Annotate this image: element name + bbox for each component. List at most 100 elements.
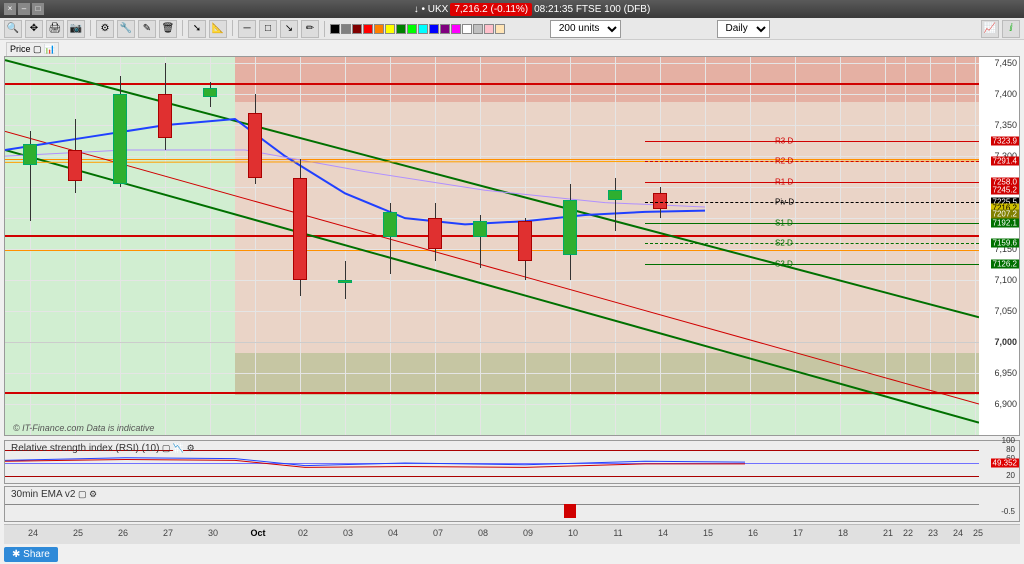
main-chart[interactable]: 6,9006,9507,0007,0507,1007,1507,2007,250… xyxy=(4,56,1020,436)
x-axis-tick: 07 xyxy=(433,528,443,538)
y-axis-tick: 6,900 xyxy=(994,399,1017,409)
units-dropdown[interactable]: 200 units xyxy=(550,20,621,38)
x-axis-tick: 08 xyxy=(478,528,488,538)
tool-button-6[interactable]: ✎ xyxy=(138,20,156,38)
time-label: 08:21:35 xyxy=(534,4,573,15)
color-swatch[interactable] xyxy=(341,24,351,34)
tool-button-1[interactable]: ✥ xyxy=(25,20,43,38)
candle xyxy=(518,221,532,261)
indicator-icon[interactable]: 📈 xyxy=(981,20,999,38)
x-axis-tick: 04 xyxy=(388,528,398,538)
tool-button-4[interactable]: ⚙ xyxy=(96,20,114,38)
attribution-text: © IT-Finance.com Data is indicative xyxy=(13,423,154,433)
y-axis-tick: 7,100 xyxy=(994,275,1017,285)
ema-label: 30min EMA v2 ▢ ⚙ xyxy=(11,489,97,500)
candle xyxy=(293,178,307,280)
tool-button-7[interactable]: 🗑 xyxy=(159,20,177,38)
x-axis-tick: 27 xyxy=(163,528,173,538)
tool-button-2[interactable]: 🖨 xyxy=(46,20,64,38)
x-axis: 2425262730Oct020304070809101114151617182… xyxy=(4,524,1020,544)
pivot-label: R2 D xyxy=(775,157,793,166)
color-swatch[interactable] xyxy=(352,24,362,34)
tool-button-9[interactable]: 📐 xyxy=(209,20,227,38)
pivot-price-tag: 7323.9 xyxy=(991,137,1019,146)
tool-button-8[interactable]: ➘ xyxy=(188,20,206,38)
rsi-panel[interactable]: Relative strength index (RSI) (10) ▢ 📉 ⚙… xyxy=(4,440,1020,484)
x-axis-tick: 30 xyxy=(208,528,218,538)
candle xyxy=(563,200,577,256)
pivot-price-tag: 7291.4 xyxy=(991,157,1019,166)
ema-panel[interactable]: 30min EMA v2 ▢ ⚙ -0.5 xyxy=(4,486,1020,522)
maximize-icon[interactable]: □ xyxy=(32,3,44,15)
x-axis-tick: 16 xyxy=(748,528,758,538)
candle xyxy=(608,190,622,199)
x-axis-tick: 09 xyxy=(523,528,533,538)
x-axis-tick: 15 xyxy=(703,528,713,538)
instrument-label: FTSE 100 (DFB) xyxy=(576,4,650,15)
y-axis-tick: 7,000 xyxy=(994,337,1017,347)
tool-button-11[interactable]: □ xyxy=(259,20,277,38)
tool-button-5[interactable]: 🔧 xyxy=(117,20,135,38)
candle xyxy=(23,144,37,166)
x-axis-tick: 17 xyxy=(793,528,803,538)
candle xyxy=(473,221,487,236)
y-axis-tick: 7,450 xyxy=(994,58,1017,68)
candle xyxy=(653,193,667,208)
color-swatch[interactable] xyxy=(363,24,373,34)
pivot-price-tag: 7192.1 xyxy=(991,219,1019,228)
color-swatch[interactable] xyxy=(473,24,483,34)
y-axis-tick: 7,400 xyxy=(994,89,1017,99)
price-mode-label: Price ▢ 📊 xyxy=(6,42,59,57)
close-icon[interactable]: × xyxy=(4,3,16,15)
color-swatch[interactable] xyxy=(396,24,406,34)
candle xyxy=(428,218,442,249)
color-swatch[interactable] xyxy=(495,24,505,34)
color-swatch[interactable] xyxy=(418,24,428,34)
tool-button-10[interactable]: ─ xyxy=(238,20,256,38)
tool-button-0[interactable]: 🔍 xyxy=(4,20,22,38)
candle xyxy=(113,94,127,184)
pivot-label: R3 D xyxy=(775,137,793,146)
x-axis-tick: 25 xyxy=(973,528,983,538)
x-axis-tick: 11 xyxy=(613,528,622,538)
pivot-price-tag: 7126.2 xyxy=(991,259,1019,268)
x-axis-tick: 18 xyxy=(838,528,848,538)
candle xyxy=(158,94,172,137)
tool-button-13[interactable]: ✏ xyxy=(301,20,319,38)
x-axis-tick: 22 xyxy=(903,528,913,538)
color-swatch[interactable] xyxy=(330,24,340,34)
color-swatch[interactable] xyxy=(451,24,461,34)
color-swatch[interactable] xyxy=(429,24,439,34)
color-swatch[interactable] xyxy=(385,24,395,34)
y-axis-tick: 7,050 xyxy=(994,306,1017,316)
share-button[interactable]: ✱ Share xyxy=(4,547,58,562)
candle-icon[interactable]: ⅈ xyxy=(1002,20,1020,38)
color-swatch[interactable] xyxy=(440,24,450,34)
candle xyxy=(68,150,82,181)
color-swatch[interactable] xyxy=(462,24,472,34)
minimize-icon[interactable]: – xyxy=(18,3,30,15)
x-axis-tick: Oct xyxy=(250,528,265,538)
pivot-label: S1 D xyxy=(775,219,793,228)
x-axis-tick: 14 xyxy=(658,528,668,538)
color-palette[interactable] xyxy=(330,24,505,34)
color-swatch[interactable] xyxy=(374,24,384,34)
tool-button-3[interactable]: 📷 xyxy=(67,20,85,38)
x-axis-tick: 03 xyxy=(343,528,353,538)
toolbar: 🔍✥🖨📷 ⚙🔧✎🗑 ➘📐 ─□↘✏ 200 units Daily 📈 ⅈ xyxy=(0,18,1024,40)
rsi-label: Relative strength index (RSI) (10) ▢ 📉 ⚙ xyxy=(11,443,195,454)
titlebar: × – □ ↓ • UKX 7,216.2 (-0.11%) 08:21:35 … xyxy=(0,0,1024,18)
x-axis-tick: 21 xyxy=(883,528,893,538)
x-axis-tick: 10 xyxy=(568,528,578,538)
color-swatch[interactable] xyxy=(484,24,494,34)
candle xyxy=(203,88,217,97)
chart-region xyxy=(235,57,979,395)
color-swatch[interactable] xyxy=(407,24,417,34)
tool-button-12[interactable]: ↘ xyxy=(280,20,298,38)
timeframe-dropdown[interactable]: Daily xyxy=(717,20,770,38)
pivot-label: R1 D xyxy=(775,178,793,187)
pivot-label: Piv D xyxy=(775,198,794,207)
pivot-label: S3 D xyxy=(775,259,793,268)
pivot-label: S2 D xyxy=(775,239,793,248)
x-axis-tick: 24 xyxy=(953,528,963,538)
